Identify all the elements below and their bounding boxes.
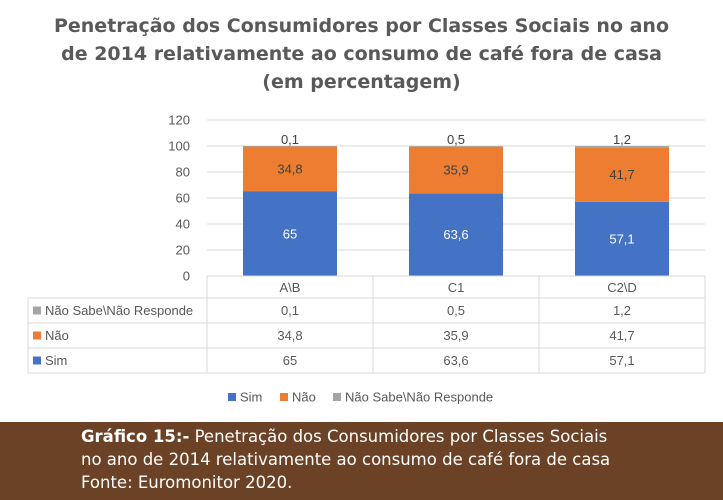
chart-title-line-1: Penetração dos Consumidores por Classes … (53, 15, 670, 37)
data-label-1-0: 34,8 (277, 161, 302, 176)
data-label-1-2: 41,7 (609, 167, 634, 182)
bar-2-1 (409, 146, 503, 147)
table-row-label-2: Não Sabe\Não Responde (45, 303, 193, 318)
table-cell-0-1: 63,6 (443, 353, 468, 368)
bar-1-1 (409, 146, 503, 194)
table-cell-1-0: 34,8 (277, 328, 302, 343)
data-label-0-1: 63,6 (443, 227, 468, 242)
caption-line-2: no ano de 2014 relativamente ao consumo … (81, 450, 611, 469)
table-cell-0-0: 65 (283, 353, 297, 368)
table-row-label-1: Não (45, 328, 69, 343)
legend-key-0 (228, 393, 236, 401)
chart-svg: 0 20 40 60 80 100 120 65 63,6 57,1 34,8 35,9 41,7 0,1… (27, 113, 706, 405)
table-cell-1-2: 41,7 (609, 328, 634, 343)
table-cell-2-0: 0,1 (281, 303, 299, 318)
y-tick-label-0: 0 (183, 269, 190, 284)
data-label-0-2: 57,1 (609, 231, 634, 246)
data-label-2-1: 0,5 (447, 132, 465, 147)
table-cell-1-1: 35,9 (443, 328, 468, 343)
x-tick-label-1: C1 (448, 280, 465, 295)
table-cell-2-2: 1,2 (613, 303, 631, 318)
table-legend-key-1 (33, 331, 41, 340)
legend-label-2: Não Sabe\Não Responde (345, 390, 493, 405)
y-tick-label-80: 80 (176, 165, 190, 180)
chart-title: Penetração dos Consumidores por Classes … (40, 12, 683, 96)
figure-caption: Gráfico 15:- Penetração dos Consumidores… (0, 422, 723, 500)
table-cell-2-1: 0,5 (447, 303, 465, 318)
chart-title-line-3: (em percentagem) (262, 71, 461, 93)
data-label-0-0: 65 (283, 226, 297, 241)
bar-0-0 (243, 191, 337, 276)
legend-label-1: Não (292, 390, 316, 405)
legend-key-2 (333, 393, 341, 401)
bar-2-2 (575, 146, 669, 148)
bar-1-2 (575, 147, 669, 202)
caption-line-1: Gráfico 15:- Penetração dos Consumidores… (81, 426, 607, 448)
chart-title-line-2: de 2014 relativamente ao consumo de café… (61, 43, 662, 65)
y-tick-label-60: 60 (176, 191, 190, 206)
caption-line-3: Fonte: Euromonitor 2020. (81, 473, 293, 492)
table-legend-key-0 (33, 356, 41, 365)
bar-2-0 (243, 146, 337, 147)
data-label-2-2: 1,2 (613, 132, 631, 147)
bar-0-1 (409, 193, 503, 276)
table-row-label-0: Sim (45, 353, 67, 368)
y-tick-label-100: 100 (168, 139, 190, 154)
y-tick-label-120: 120 (168, 113, 190, 128)
y-tick-label-40: 40 (176, 217, 190, 232)
y-tick-label-20: 20 (176, 243, 190, 258)
caption-text-1: Penetração dos Consumidores por Classes … (189, 427, 608, 446)
caption-label: Gráfico 15:- (81, 427, 190, 446)
table-cell-0-2: 57,1 (609, 353, 634, 368)
bar-1-0 (243, 146, 337, 192)
bar-0-2 (575, 201, 669, 276)
chart-area: Penetração dos Consumidores por Classes … (27, 12, 706, 405)
legend-label-0: Sim (240, 390, 262, 405)
table-legend-key-2 (33, 306, 41, 315)
x-tick-label-0: A\B (280, 280, 301, 295)
data-label-1-1: 35,9 (443, 162, 468, 177)
legend-key-1 (280, 393, 288, 401)
data-label-2-0: 0,1 (281, 132, 299, 147)
x-tick-label-2: C2\D (607, 280, 637, 295)
